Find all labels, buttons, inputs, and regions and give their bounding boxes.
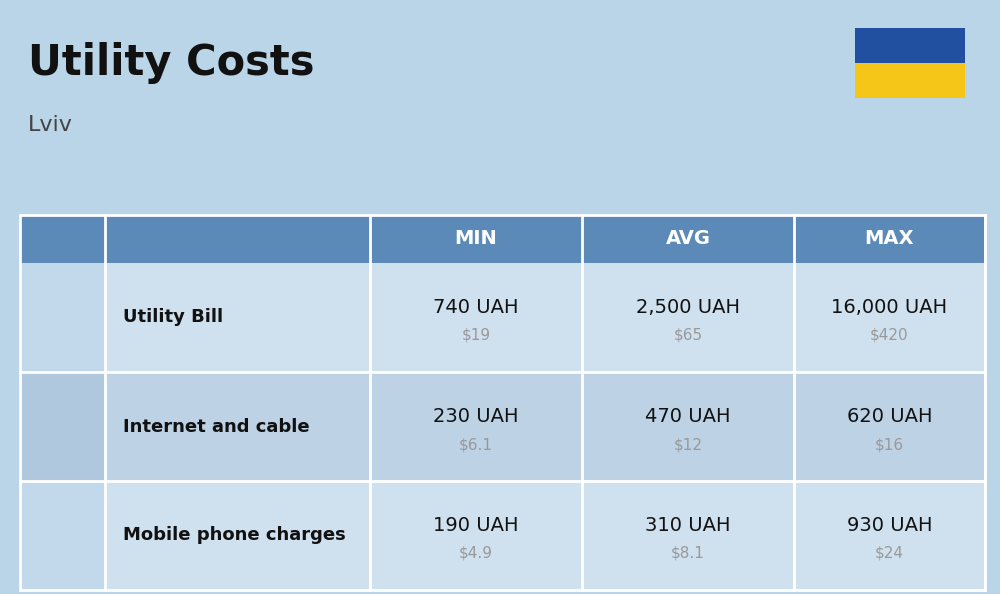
Text: Utility Costs: Utility Costs xyxy=(28,42,314,84)
Bar xyxy=(105,263,985,372)
Bar xyxy=(20,215,985,590)
Text: 930 UAH: 930 UAH xyxy=(847,516,932,535)
Text: $420: $420 xyxy=(870,328,909,343)
Text: $24: $24 xyxy=(875,546,904,561)
Bar xyxy=(20,215,985,263)
Text: Internet and cable: Internet and cable xyxy=(123,418,310,435)
Text: MAX: MAX xyxy=(865,229,914,248)
Bar xyxy=(20,263,105,372)
Text: 620 UAH: 620 UAH xyxy=(847,407,932,426)
Bar xyxy=(855,28,965,63)
Text: $12: $12 xyxy=(674,437,702,452)
Text: 190 UAH: 190 UAH xyxy=(433,516,519,535)
Bar xyxy=(105,481,985,590)
Text: $65: $65 xyxy=(673,328,703,343)
Text: $16: $16 xyxy=(875,437,904,452)
Bar xyxy=(105,372,985,481)
Bar xyxy=(20,481,105,590)
Text: $4.9: $4.9 xyxy=(459,546,493,561)
Text: 310 UAH: 310 UAH xyxy=(645,516,731,535)
Text: Utility Bill: Utility Bill xyxy=(123,308,223,327)
Text: 470 UAH: 470 UAH xyxy=(645,407,731,426)
Text: MIN: MIN xyxy=(455,229,497,248)
Text: Mobile phone charges: Mobile phone charges xyxy=(123,526,346,545)
Text: AVG: AVG xyxy=(666,229,710,248)
Bar xyxy=(20,372,105,481)
Text: 16,000 UAH: 16,000 UAH xyxy=(831,298,948,317)
Text: 2,500 UAH: 2,500 UAH xyxy=(636,298,740,317)
Bar xyxy=(855,63,965,98)
Text: 740 UAH: 740 UAH xyxy=(433,298,519,317)
Text: Lviv: Lviv xyxy=(28,115,73,135)
Text: 230 UAH: 230 UAH xyxy=(433,407,519,426)
Text: $6.1: $6.1 xyxy=(459,437,493,452)
Text: $19: $19 xyxy=(461,328,491,343)
Text: $8.1: $8.1 xyxy=(671,546,705,561)
